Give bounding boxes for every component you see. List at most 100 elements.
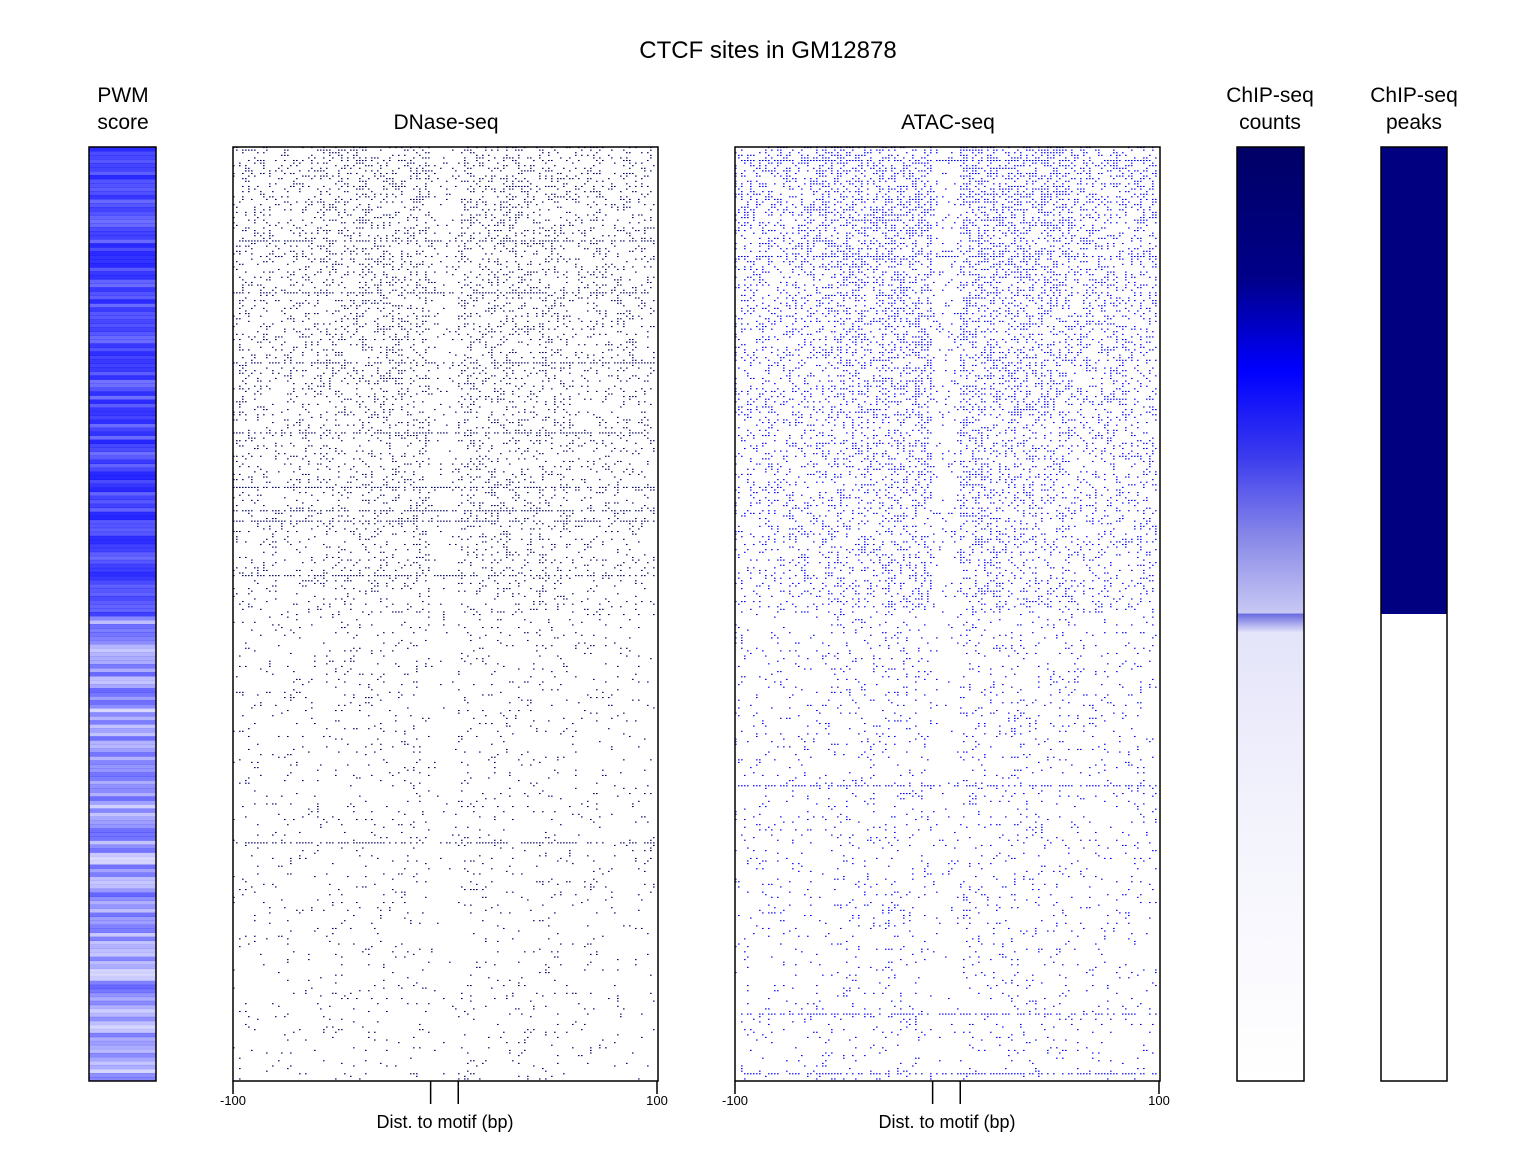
heatmap-cell xyxy=(344,414,346,415)
heatmap-cell xyxy=(371,160,373,161)
heatmap-cell xyxy=(539,222,541,223)
heatmap-cell xyxy=(620,388,622,389)
heatmap-cell xyxy=(320,227,322,228)
heatmap-cell xyxy=(383,404,385,405)
heatmap-cell xyxy=(527,419,529,420)
heatmap-cell xyxy=(548,295,550,296)
heatmap-cell xyxy=(254,357,256,358)
heatmap-cell xyxy=(458,282,460,283)
heatmap-cell xyxy=(479,214,481,215)
heatmap-cell xyxy=(293,240,295,241)
heatmap-cell xyxy=(485,227,487,228)
heatmap-cell xyxy=(614,476,616,477)
heatmap-cell xyxy=(323,238,325,239)
heatmap-cell xyxy=(275,451,277,452)
heatmap-cell xyxy=(551,259,553,260)
heatmap-cell xyxy=(569,222,571,223)
heatmap-cell xyxy=(353,425,355,426)
heatmap-cell xyxy=(581,432,583,433)
heatmap-cell xyxy=(461,388,463,389)
heatmap-cell xyxy=(464,233,466,234)
heatmap-cell xyxy=(518,396,520,397)
heatmap-cell xyxy=(458,422,460,423)
heatmap-cell xyxy=(497,362,499,363)
heatmap-cell xyxy=(608,388,610,389)
heatmap-cell xyxy=(287,277,289,278)
heatmap-cell xyxy=(584,479,586,480)
heatmap-cell xyxy=(305,438,307,439)
heatmap-cell xyxy=(611,326,613,327)
heatmap-cell xyxy=(365,209,367,210)
heatmap-cell xyxy=(326,349,328,350)
heatmap-cell xyxy=(470,272,472,273)
heatmap-cell xyxy=(320,191,322,192)
heatmap-cell xyxy=(605,344,607,345)
pwm-score-row xyxy=(89,921,156,925)
heatmap-cell xyxy=(383,251,385,252)
heatmap-cell xyxy=(488,160,490,161)
heatmap-cell xyxy=(551,355,553,356)
heatmap-cell xyxy=(482,464,484,465)
pwm-score-row xyxy=(89,404,156,408)
heatmap-cell xyxy=(593,461,595,462)
heatmap-cell xyxy=(305,201,307,202)
heatmap-cell xyxy=(371,248,373,249)
heatmap-cell xyxy=(434,196,436,197)
heatmap-cell xyxy=(629,430,631,431)
heatmap-cell xyxy=(488,274,490,275)
heatmap-cell xyxy=(356,373,358,374)
heatmap-cell xyxy=(635,396,637,397)
heatmap-cell xyxy=(422,510,424,511)
heatmap-cell xyxy=(512,414,514,415)
heatmap-cell xyxy=(308,204,310,205)
heatmap-cell xyxy=(362,474,364,475)
heatmap-cell xyxy=(242,500,244,501)
heatmap-cell xyxy=(449,240,451,241)
heatmap-cell xyxy=(410,368,412,369)
heatmap-cell xyxy=(488,419,490,420)
heatmap-cell xyxy=(560,401,562,402)
heatmap-cell xyxy=(566,342,568,343)
heatmap-cell xyxy=(500,425,502,426)
heatmap-cell xyxy=(566,510,568,511)
heatmap-cell xyxy=(401,349,403,350)
heatmap-cell xyxy=(359,186,361,187)
heatmap-cell xyxy=(293,445,295,446)
heatmap-cell xyxy=(353,458,355,459)
heatmap-cell xyxy=(296,510,298,511)
heatmap-cell xyxy=(338,370,340,371)
heatmap-cell xyxy=(320,427,322,428)
heatmap-cell xyxy=(242,238,244,239)
heatmap-cell xyxy=(308,318,310,319)
heatmap-cell xyxy=(416,240,418,241)
heatmap-cell xyxy=(299,240,301,241)
heatmap-cell xyxy=(404,155,406,156)
heatmap-cell xyxy=(353,476,355,477)
pwm-score-row xyxy=(89,700,156,704)
heatmap-cell xyxy=(245,458,247,459)
heatmap-cell xyxy=(563,295,565,296)
heatmap-cell xyxy=(395,352,397,353)
heatmap-cell xyxy=(275,458,277,459)
heatmap-cell xyxy=(599,334,601,335)
heatmap-cell xyxy=(482,370,484,371)
heatmap-cell xyxy=(512,285,514,286)
heatmap-cell xyxy=(260,277,262,278)
heatmap-cell xyxy=(494,419,496,420)
heatmap-cell xyxy=(308,176,310,177)
heatmap-cell xyxy=(587,170,589,171)
heatmap-cell xyxy=(428,510,430,511)
heatmap-cell xyxy=(332,266,334,267)
heatmap-cell xyxy=(302,176,304,177)
heatmap-cell xyxy=(239,165,241,166)
heatmap-cell xyxy=(632,355,634,356)
heatmap-cell xyxy=(647,160,649,161)
heatmap-cell xyxy=(380,310,382,311)
heatmap-cell xyxy=(608,375,610,376)
heatmap-cell xyxy=(587,326,589,327)
heatmap-cell xyxy=(479,373,481,374)
pwm-score-row xyxy=(89,412,156,416)
heatmap-cell xyxy=(545,401,547,402)
heatmap-cell xyxy=(566,220,568,221)
heatmap-cell xyxy=(410,505,412,506)
